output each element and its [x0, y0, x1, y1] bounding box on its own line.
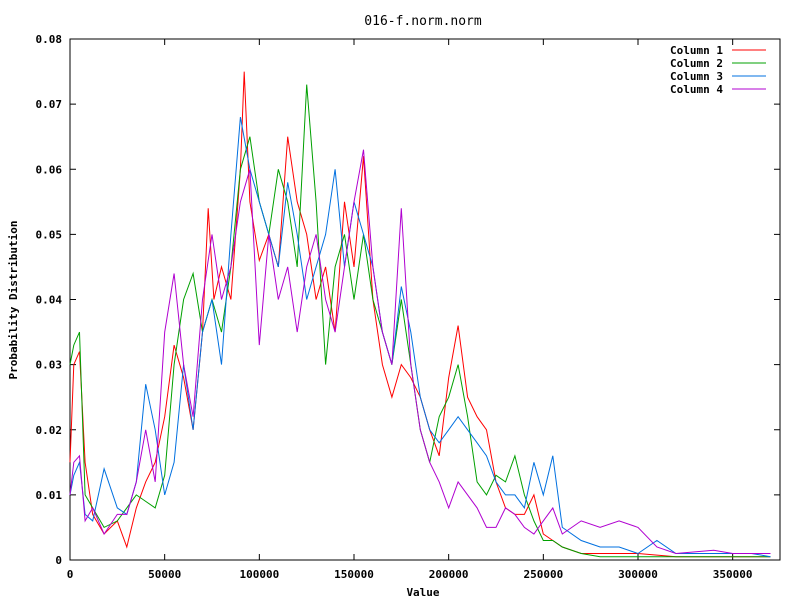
- x-tick-label: 250000: [523, 568, 563, 581]
- y-tick-label: 0.07: [36, 98, 63, 111]
- series-line-column-4: [69, 149, 771, 555]
- x-tick-label: 150000: [334, 568, 374, 581]
- series-line-column-1: [69, 71, 771, 558]
- x-axis: 0 50000 100000 150000 200000 250000 300000 3500…: [67, 39, 753, 581]
- legend-label-column-2: Column 2: [670, 57, 723, 70]
- y-tick-label: 0.06: [36, 163, 63, 176]
- chart-title: 016-f.norm.norm: [364, 14, 482, 29]
- x-tick-label: 50000: [148, 568, 181, 581]
- x-tick-label: 200000: [429, 568, 469, 581]
- legend-label-column-4: Column 4: [670, 83, 723, 96]
- y-tick-label: 0: [55, 554, 62, 567]
- x-axis-label: Value: [406, 586, 439, 599]
- x-tick-label: 100000: [239, 568, 279, 581]
- y-tick-label: 0.03: [36, 359, 63, 372]
- y-tick-label: 0.01: [36, 489, 63, 502]
- x-tick-label: 0: [67, 568, 74, 581]
- x-tick-label: 350000: [713, 568, 753, 581]
- series-layer: [69, 71, 771, 558]
- series-line-column-3: [69, 117, 771, 558]
- y-axis-label: Probability Distribution: [7, 221, 20, 380]
- legend-label-column-1: Column 1: [670, 44, 723, 57]
- y-axis: 0 0.01 0.02 0.03 0.04 0.05 0.06 0.07 0.08: [36, 33, 780, 567]
- x-tick-label: 300000: [618, 568, 658, 581]
- y-tick-label: 0.04: [36, 294, 63, 307]
- legend-label-column-3: Column 3: [670, 70, 723, 83]
- y-tick-label: 0.08: [36, 33, 63, 46]
- series-line-column-2: [69, 84, 771, 558]
- y-tick-label: 0.05: [36, 228, 63, 241]
- y-tick-label: 0.02: [36, 424, 63, 437]
